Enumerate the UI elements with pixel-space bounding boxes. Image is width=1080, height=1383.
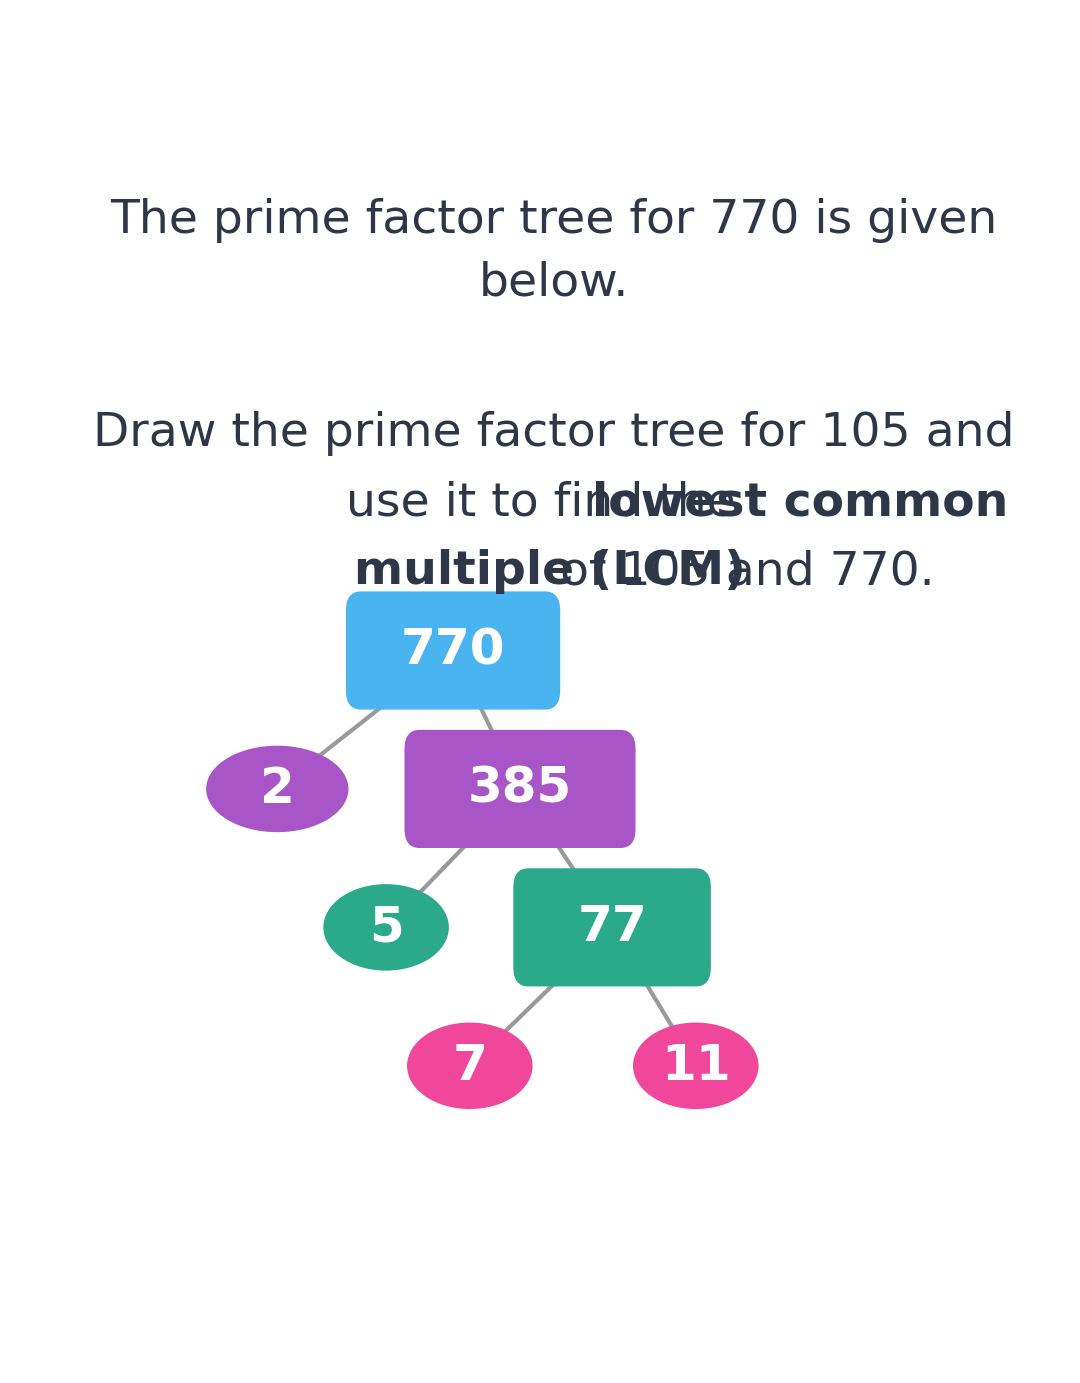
Text: multiple (LCM): multiple (LCM): [354, 549, 746, 595]
Text: 7: 7: [453, 1041, 487, 1090]
Text: of 105 and 770.: of 105 and 770.: [545, 549, 934, 595]
FancyBboxPatch shape: [405, 730, 635, 848]
Text: 2: 2: [260, 765, 295, 813]
Ellipse shape: [633, 1022, 758, 1109]
Text: 77: 77: [577, 903, 647, 952]
Text: 5: 5: [368, 903, 404, 952]
Text: 11: 11: [661, 1041, 731, 1090]
FancyBboxPatch shape: [346, 592, 561, 709]
Text: use it to find the: use it to find the: [346, 480, 751, 526]
FancyBboxPatch shape: [513, 869, 711, 986]
Text: The prime factor tree for 770 is given
below.: The prime factor tree for 770 is given b…: [110, 198, 997, 306]
Text: lowest common: lowest common: [593, 480, 1009, 526]
Ellipse shape: [407, 1022, 532, 1109]
Ellipse shape: [206, 745, 349, 833]
Text: 385: 385: [468, 765, 572, 813]
Ellipse shape: [323, 884, 449, 971]
Text: 770: 770: [401, 626, 505, 675]
Text: Draw the prime factor tree for 105 and: Draw the prime factor tree for 105 and: [93, 411, 1014, 456]
